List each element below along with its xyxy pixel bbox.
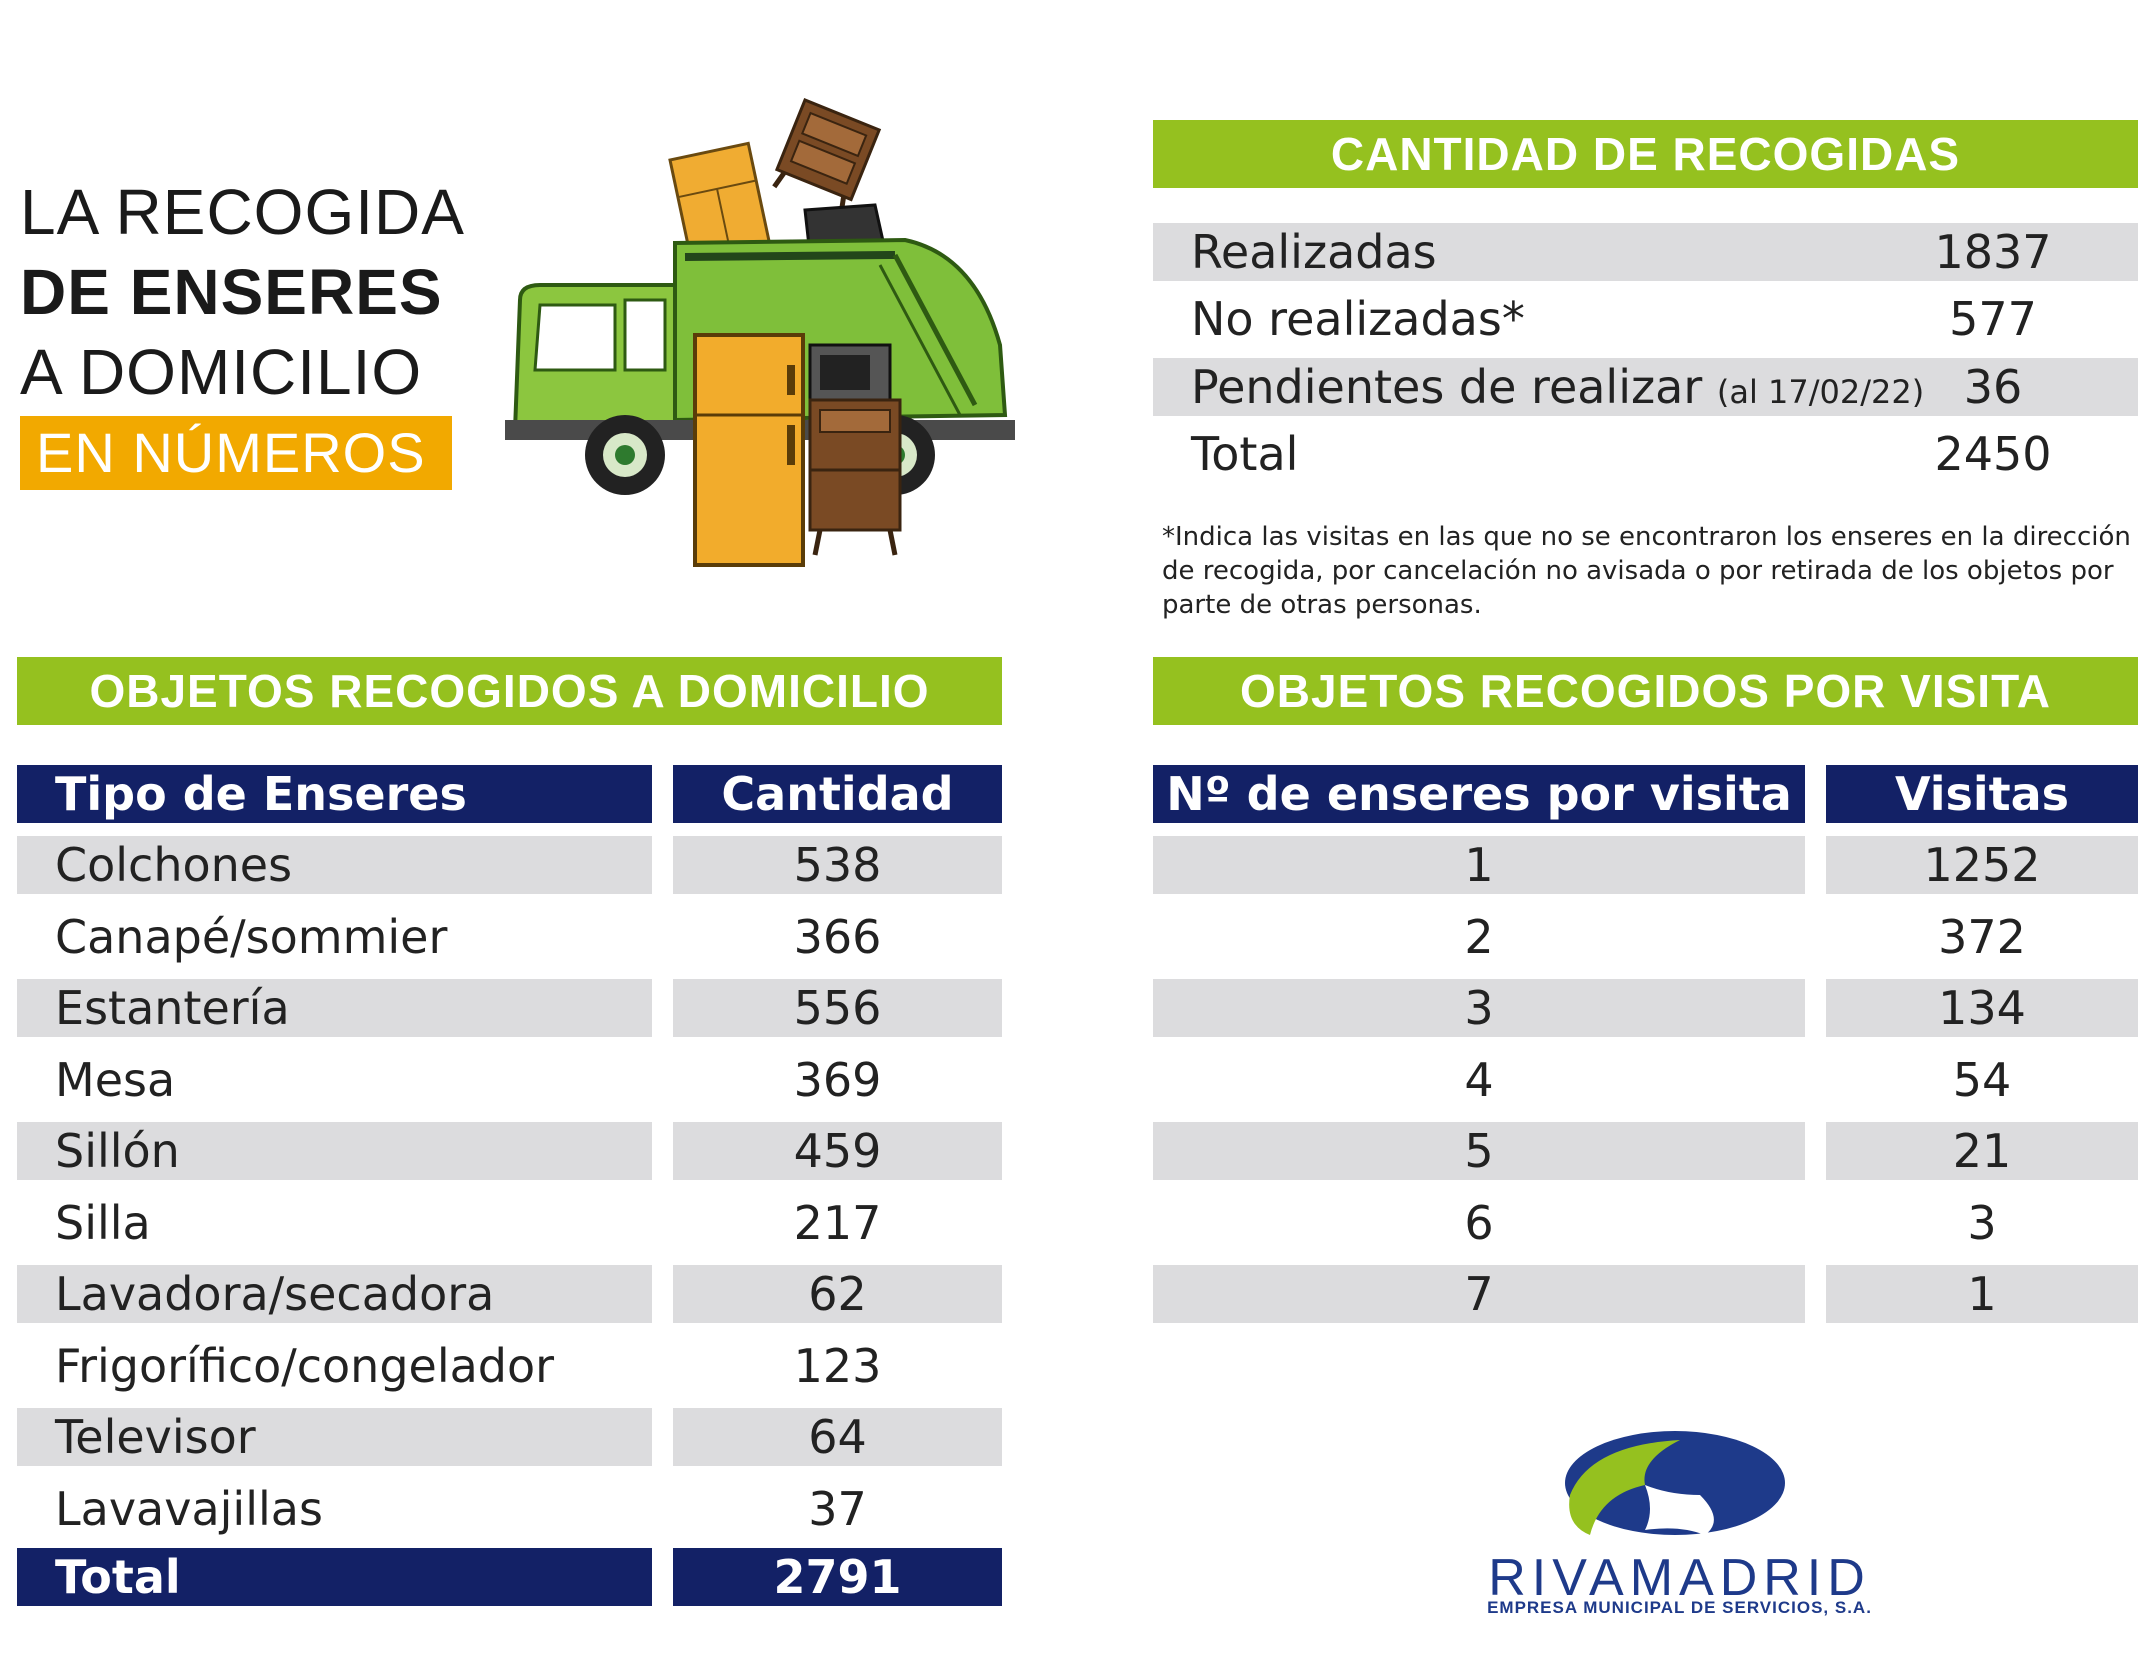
- domicilio-cantidad-cell: 123: [793, 1338, 882, 1393]
- visita-visitas-cell: 54: [1952, 1052, 2012, 1107]
- domicilio-tipo-cell: Silla: [55, 1195, 151, 1250]
- domicilio-col-tipo: Tipo de Enseres: [17, 765, 652, 823]
- domicilio-header: OBJETOS RECOGIDOS A DOMICILIO: [17, 657, 1002, 725]
- recogidas-date-note: (al 17/02/22): [1716, 373, 1925, 411]
- domicilio-tipo-cell: Colchones: [17, 836, 652, 894]
- logo-subtitle: EMPRESA MUNICIPAL DE SERVICIOS, S.A.: [1487, 1598, 1872, 1617]
- recogidas-label: No realizadas*: [1191, 292, 1525, 346]
- domicilio-tipo-cell: Lavadora/secadora: [17, 1265, 652, 1323]
- visita-n-cell: 4: [1464, 1052, 1494, 1107]
- recogidas-value: 2450: [1934, 427, 2052, 481]
- visita-header: OBJETOS RECOGIDOS POR VISITA: [1153, 657, 2138, 725]
- visita-visitas-cell: 3: [1967, 1195, 1997, 1250]
- domicilio-cantidad-cell: 37: [808, 1481, 867, 1536]
- domicilio-total-label: Total: [17, 1548, 652, 1606]
- domicilio-tipo-cell: Frigorífico/congelador: [55, 1338, 555, 1393]
- visita-n-cell: 1: [1153, 836, 1805, 894]
- domicilio-cantidad-cell: 217: [793, 1195, 882, 1250]
- rivamadrid-logo: [1565, 1431, 1785, 1535]
- recogidas-row-no-realizadas: No realizadas* 577: [1153, 290, 2138, 348]
- recogidas-footnote: *Indica las visitas en las que no se enc…: [1162, 522, 2131, 620]
- visita-visitas-cell: 1: [1826, 1265, 2138, 1323]
- visita-visitas-cell: 21: [1826, 1122, 2138, 1180]
- recogidas-row-total: Total 2450: [1153, 425, 2138, 483]
- domicilio-col-cantidad: Cantidad: [673, 765, 1002, 823]
- domicilio-cantidad-cell: 369: [793, 1052, 882, 1107]
- visita-visitas-cell: 134: [1826, 979, 2138, 1037]
- recogidas-label: Realizadas: [1191, 225, 1437, 279]
- visita-col-enseres: Nº de enseres por visita: [1153, 765, 1805, 823]
- visita-col-visitas: Visitas: [1826, 765, 2138, 823]
- visita-n-cell: 7: [1153, 1265, 1805, 1323]
- title-line-1: LA RECOGIDA: [20, 176, 465, 248]
- recogidas-value: 1837: [1934, 225, 2052, 279]
- domicilio-cantidad-cell: 459: [673, 1122, 1002, 1180]
- domicilio-cantidad-cell: 64: [673, 1408, 1002, 1466]
- visita-n-cell: 5: [1153, 1122, 1805, 1180]
- title-line-3: A DOMICILIO: [20, 336, 423, 408]
- garbage-truck-illustration: [505, 98, 1015, 567]
- recogidas-header: CANTIDAD DE RECOGIDAS: [1153, 120, 2138, 188]
- recogidas-row-pendientes: Pendientes de realizar (al 17/02/22) 36: [1153, 358, 2138, 416]
- visita-visitas-cell: 372: [1938, 909, 2026, 964]
- domicilio-cantidad-cell: 62: [673, 1265, 1002, 1323]
- recogidas-label: Total: [1191, 427, 1299, 481]
- recogidas-value: 36: [1963, 360, 2023, 414]
- page-title: LA RECOGIDA DE ENSERES A DOMICILIO EN NÚ…: [20, 172, 465, 490]
- title-badge: EN NÚMEROS: [20, 416, 452, 490]
- logo-wordmark: RIVAMADRID: [1488, 1549, 1871, 1607]
- visita-n-cell: 3: [1153, 979, 1805, 1037]
- recogidas-label-wrap: Pendientes de realizar (al 17/02/22): [1191, 358, 1924, 421]
- recogidas-value: 577: [1949, 292, 2037, 346]
- recogidas-row-realizadas: Realizadas 1837: [1153, 223, 2138, 281]
- recogidas-label: Pendientes de realizar: [1191, 360, 1703, 414]
- domicilio-cantidad-cell: 538: [673, 836, 1002, 894]
- visita-n-cell: 6: [1464, 1195, 1494, 1250]
- domicilio-total-value: 2791: [673, 1548, 1002, 1606]
- domicilio-tipo-cell: Canapé/sommier: [55, 909, 448, 964]
- domicilio-tipo-cell: Lavavajillas: [55, 1481, 323, 1536]
- visita-n-cell: 2: [1464, 909, 1494, 964]
- domicilio-tipo-cell: Mesa: [55, 1052, 176, 1107]
- domicilio-cantidad-cell: 366: [793, 909, 882, 964]
- domicilio-cantidad-cell: 556: [673, 979, 1002, 1037]
- domicilio-tipo-cell: Televisor: [17, 1408, 652, 1466]
- visita-visitas-cell: 1252: [1826, 836, 2138, 894]
- domicilio-tipo-cell: Sillón: [17, 1122, 652, 1180]
- title-line-2: DE ENSERES: [20, 256, 443, 328]
- domicilio-tipo-cell: Estantería: [17, 979, 652, 1037]
